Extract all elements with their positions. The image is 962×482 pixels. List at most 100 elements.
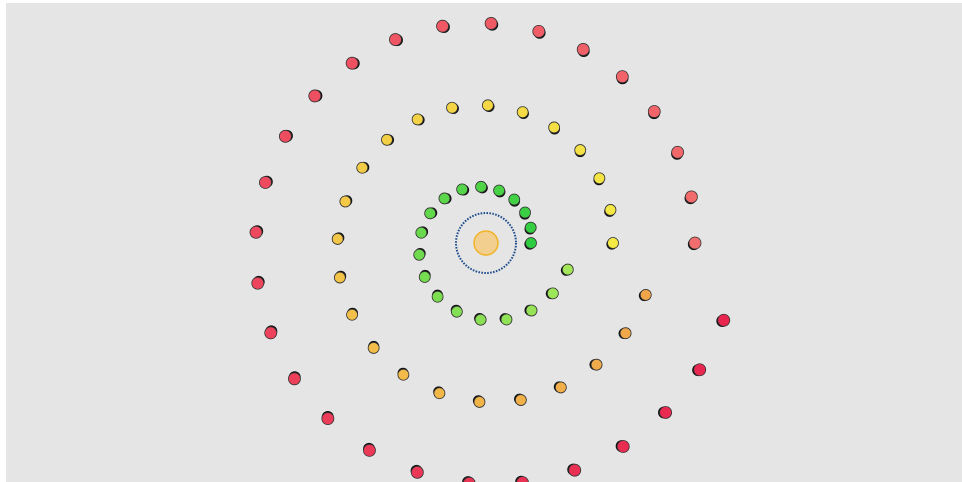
orbit-dot [339,195,353,208]
ring-inner [413,180,574,326]
orbit-dot [576,43,590,57]
orbit-dot-body [389,33,402,46]
orbit-dot-body [473,396,486,408]
orbit-dot [548,121,561,135]
orbit-dot [367,340,380,354]
orbit-dot [249,225,264,239]
orbit-dot [418,269,431,283]
orbit-dot [508,193,521,207]
orbit-dot [514,393,527,406]
orbit-dot [436,19,450,34]
orbit-dot [687,236,702,251]
orbit-dot [475,180,488,194]
orbit-dot-body [481,99,494,112]
orbit-dot-body [381,133,393,146]
orbit-dot-body [519,206,531,219]
orbit-dot [415,226,429,239]
orbit-dot-body [474,313,487,326]
orbit-dot [524,237,537,250]
orbit-dot-body [278,129,292,143]
orbit-dot-body [554,381,567,394]
orbit-dot-body [524,221,537,234]
orbit-dot [331,232,345,245]
orbit-dot-body [546,287,559,300]
orbit-dot [251,275,265,290]
core-dotted-ring [455,212,517,274]
orbit-dot-body [339,195,352,208]
orbit-dot-body [436,19,449,33]
orbit-dot-body [321,412,335,426]
orbit-dot [413,247,426,261]
core-group [455,212,517,274]
orbit-dot-body [411,113,424,126]
orbit-dot [560,263,574,276]
orbit-dot [532,24,546,39]
orbit-dot [472,395,486,408]
orbit-dot-body [574,144,587,156]
orbit-dot [604,204,617,217]
orbit-dot-body [688,236,702,250]
orbit-dot-body [532,24,546,38]
orbit-dot [515,475,529,482]
orbit-dot [424,207,438,220]
orbit-dot-body [450,305,463,318]
orbit-dot-body [525,237,537,249]
orbit-dot [363,442,376,457]
orbit-dot [438,192,452,205]
orbit-dot [450,304,463,318]
orbit-dot [692,363,707,377]
orbit-dot-body [493,184,505,197]
orbit-dot [446,101,459,115]
orbit-dot [474,312,487,326]
orbit-dot-body [616,440,630,453]
orbit-dot-body [249,225,263,239]
orbit-dot [308,89,323,103]
orbit-dot-body [484,17,498,30]
orbit-dot [484,17,499,31]
orbit-dot-body [264,326,278,340]
orbit-dot-body [500,313,513,326]
orbit-dot-body [525,304,538,317]
ring-middle [331,99,652,408]
orbit-dot [288,371,301,386]
orbit-dot-body [568,463,582,477]
orbit-dot-body [576,43,590,56]
orbit-dot-body [615,70,629,84]
orbit-dot-body [446,101,458,114]
orbit-dot [397,367,410,381]
orbit-dot [545,287,559,300]
canvas [6,3,962,482]
orbit-dot-body [431,290,444,303]
orbit-dot-body [415,226,428,239]
orbit-dot-body [604,204,617,216]
orbit-dot-body [363,443,376,457]
orbit-dot-body [639,289,652,301]
orbit-dot-body [684,190,698,204]
orbit-dot-body [456,183,469,196]
orbit-dot [519,206,531,220]
orbit-dot [333,270,347,284]
orbit-dot [567,463,582,477]
orbit-dot [433,386,446,400]
orbit-dot [618,327,632,340]
orbit-dot [381,133,395,146]
orbit-dot-body [418,271,431,283]
orbit-dot [345,56,360,70]
orbit-dot-body [671,145,685,159]
orbit-dot-body [516,476,529,482]
orbit-dot-body [346,308,358,321]
orbit-dot-body [345,56,359,70]
orbit-dot-body [593,172,606,185]
ring-outer [249,17,731,482]
orbit-dot [615,70,629,85]
orbit-dot-body [413,248,426,261]
orbit-dot [431,289,444,303]
orbit-dot-body [514,394,527,406]
orbit-dot [606,237,619,250]
orbit-dot [524,304,538,317]
orbit-dot [671,145,685,160]
orbit-dot-body [462,476,476,482]
orbit-dot-body [561,263,574,276]
orbit-dot [553,381,567,394]
orbit-dot-body [659,406,673,419]
